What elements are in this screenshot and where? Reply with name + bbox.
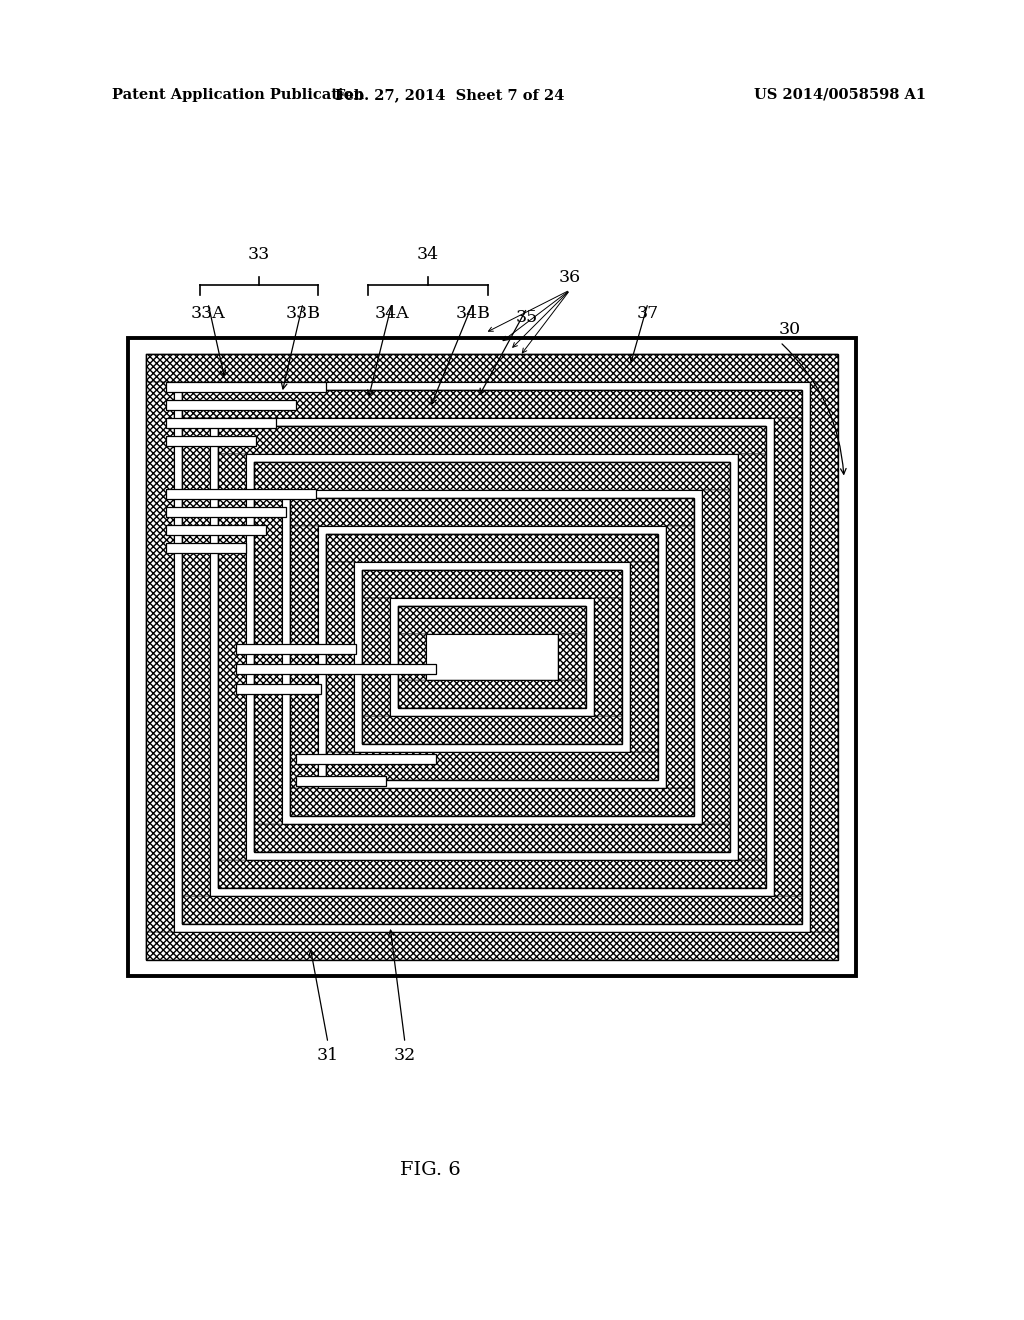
Bar bbox=[166, 381, 326, 392]
Text: Patent Application Publication: Patent Application Publication bbox=[112, 88, 364, 102]
Bar bbox=[810, 381, 838, 932]
Bar bbox=[702, 490, 730, 824]
Bar bbox=[290, 498, 694, 525]
Bar bbox=[362, 570, 622, 744]
Bar bbox=[398, 606, 586, 708]
Text: 31: 31 bbox=[317, 1047, 339, 1064]
Bar bbox=[236, 644, 356, 653]
Bar bbox=[146, 932, 838, 960]
Bar bbox=[290, 498, 694, 816]
Bar bbox=[174, 381, 810, 932]
Bar bbox=[254, 490, 282, 824]
Bar bbox=[166, 400, 296, 411]
Bar bbox=[558, 634, 586, 680]
Bar bbox=[254, 462, 730, 851]
Text: FIG. 6: FIG. 6 bbox=[399, 1162, 461, 1179]
Text: 34: 34 bbox=[417, 246, 439, 263]
Bar bbox=[218, 426, 766, 454]
Bar bbox=[166, 543, 246, 553]
Bar bbox=[218, 426, 766, 888]
Bar bbox=[398, 606, 586, 634]
Bar bbox=[666, 525, 694, 788]
Text: US 2014/0058598 A1: US 2014/0058598 A1 bbox=[754, 88, 926, 102]
Bar bbox=[218, 426, 766, 888]
Text: 33B: 33B bbox=[286, 305, 321, 322]
Bar bbox=[166, 436, 256, 446]
Bar bbox=[254, 462, 730, 490]
Bar bbox=[296, 776, 386, 785]
Bar bbox=[738, 454, 766, 861]
Text: 33: 33 bbox=[248, 246, 270, 263]
Bar bbox=[146, 354, 838, 960]
Bar bbox=[146, 354, 838, 381]
Bar bbox=[182, 418, 210, 896]
Bar bbox=[326, 752, 658, 780]
Bar bbox=[254, 462, 730, 851]
Bar bbox=[630, 562, 658, 752]
Bar bbox=[210, 418, 774, 896]
Bar bbox=[166, 525, 266, 535]
Bar bbox=[318, 525, 666, 788]
Bar bbox=[326, 562, 354, 752]
Bar bbox=[326, 535, 658, 780]
Bar bbox=[362, 598, 390, 715]
Bar bbox=[296, 754, 436, 764]
Bar bbox=[390, 598, 594, 715]
Text: 33A: 33A bbox=[190, 305, 225, 322]
Bar bbox=[146, 381, 174, 932]
Text: 36: 36 bbox=[559, 269, 581, 286]
Bar bbox=[218, 454, 246, 861]
Text: 30: 30 bbox=[779, 322, 801, 338]
Text: Feb. 27, 2014  Sheet 7 of 24: Feb. 27, 2014 Sheet 7 of 24 bbox=[335, 88, 564, 102]
Bar bbox=[236, 684, 321, 694]
Bar bbox=[166, 507, 286, 517]
Bar bbox=[146, 354, 838, 960]
Bar bbox=[398, 606, 586, 708]
Bar bbox=[236, 664, 436, 675]
Text: 34B: 34B bbox=[456, 305, 490, 322]
Bar bbox=[290, 525, 318, 788]
Bar bbox=[326, 535, 658, 562]
Bar bbox=[290, 498, 694, 816]
Text: 32: 32 bbox=[394, 1047, 416, 1064]
Bar bbox=[182, 389, 802, 924]
Bar bbox=[218, 861, 766, 888]
Bar bbox=[362, 570, 622, 744]
Bar bbox=[182, 389, 802, 418]
Bar bbox=[128, 338, 856, 975]
Bar bbox=[254, 824, 730, 851]
Bar bbox=[290, 788, 694, 816]
Bar bbox=[362, 715, 622, 744]
Bar bbox=[166, 488, 316, 499]
Bar bbox=[282, 490, 702, 824]
Bar bbox=[182, 389, 802, 924]
Bar bbox=[398, 634, 426, 680]
Bar bbox=[166, 418, 276, 428]
Text: 37: 37 bbox=[637, 305, 659, 322]
Bar bbox=[146, 354, 838, 960]
Bar bbox=[354, 562, 630, 752]
Bar bbox=[182, 896, 802, 924]
Bar bbox=[246, 454, 738, 861]
Bar bbox=[594, 598, 622, 715]
Bar bbox=[398, 680, 586, 708]
Text: 34A: 34A bbox=[375, 305, 410, 322]
Bar bbox=[774, 418, 802, 896]
Bar bbox=[426, 634, 558, 680]
Bar bbox=[362, 570, 622, 598]
Text: 35: 35 bbox=[516, 309, 539, 326]
Bar bbox=[326, 535, 658, 780]
